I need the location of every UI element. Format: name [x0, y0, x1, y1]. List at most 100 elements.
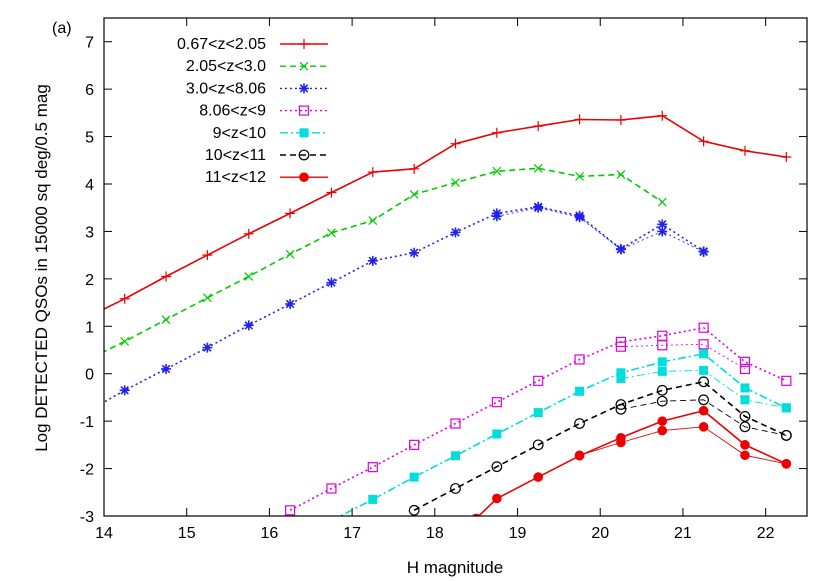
data-point	[740, 440, 750, 450]
legend-marker	[298, 105, 310, 116]
series-line-alt	[620, 399, 787, 436]
data-point	[574, 212, 585, 223]
data-point	[285, 208, 296, 219]
data-point	[657, 357, 667, 367]
data-point	[656, 384, 668, 396]
data-point	[492, 493, 502, 504]
data-point	[657, 226, 668, 237]
data-point	[244, 272, 254, 281]
data-point	[409, 163, 420, 174]
data-point	[409, 439, 420, 450]
data-point	[698, 405, 709, 416]
legend-entry-9-z-10: 9<z<10	[213, 125, 328, 142]
y-tick-label: 0	[85, 367, 94, 384]
data-point	[616, 368, 626, 378]
legend-label: 9<z<10	[213, 125, 266, 142]
plot-frame	[103, 17, 808, 517]
legend-label: 3.0<z<8.06	[186, 80, 266, 97]
data-point	[492, 166, 502, 176]
y-tick-label: 7	[85, 35, 94, 52]
x-tick-label: 19	[509, 525, 527, 542]
x-tick-label: 15	[178, 525, 196, 542]
data-point	[285, 298, 296, 309]
data-point	[368, 494, 378, 504]
data-point	[615, 403, 627, 415]
data-point	[202, 293, 212, 303]
data-point	[284, 505, 296, 516]
series-2-05-z-3-0	[79, 163, 667, 366]
data-point	[533, 408, 543, 418]
data-point	[699, 349, 709, 359]
x-tick-label: 14	[95, 525, 113, 542]
data-point	[740, 395, 750, 405]
data-point	[739, 356, 751, 367]
data-point	[409, 247, 420, 258]
x-axis-title: H magnitude	[407, 558, 503, 577]
data-point	[698, 246, 709, 257]
data-point	[616, 437, 626, 448]
y-axis-title: Log DETECTED QSOs in 15000 sq deg/0.5 ma…	[32, 84, 51, 452]
series-line	[289, 326, 787, 512]
data-point	[450, 227, 461, 238]
data-point	[657, 340, 668, 351]
series-10-z-11	[408, 376, 792, 516]
data-point	[451, 451, 460, 461]
y-tick-label: 1	[85, 319, 94, 336]
data-point	[450, 483, 461, 494]
x-tick-label: 17	[343, 525, 361, 542]
series-0-67-z-2-05	[104, 110, 792, 310]
legend-entry-11-z-12: 11<z<12	[205, 169, 328, 186]
x-axis: 14 15 16 17 18 19 20 21 22	[95, 18, 775, 542]
x-tick-label: 20	[591, 525, 609, 542]
series-line-alt	[620, 343, 746, 370]
series-line-alt	[620, 369, 787, 409]
data-point	[367, 462, 378, 473]
data-point	[491, 397, 502, 408]
data-point	[326, 483, 337, 494]
data-point	[409, 190, 419, 199]
series-3-0-z-8-06	[104, 201, 709, 404]
data-point	[532, 439, 544, 451]
data-point	[615, 341, 627, 352]
x-tick-label: 16	[261, 525, 279, 542]
data-point	[698, 322, 709, 333]
series-layer	[79, 110, 792, 516]
y-tick-label: 2	[85, 272, 94, 289]
data-point	[161, 271, 172, 282]
data-point	[79, 358, 87, 366]
y-tick-label: -1	[80, 414, 94, 431]
y-tick-label: 4	[85, 177, 94, 194]
series-8-06-z-9	[284, 322, 792, 516]
data-point	[616, 373, 626, 383]
y-tick-label: 6	[85, 82, 94, 99]
data-point	[739, 145, 750, 156]
data-point	[367, 167, 378, 178]
series-line	[104, 205, 705, 404]
legend-marker	[299, 172, 309, 182]
panel-label: (a)	[52, 20, 72, 37]
series-11-z-12	[472, 405, 792, 516]
legend-entry-2-05-z-3-0: 2.05<z<3.0	[186, 58, 328, 75]
data-point	[161, 315, 171, 325]
data-point	[491, 461, 503, 473]
legend-entry-0-67-z-2-05: 0.67<z<2.05	[177, 36, 328, 53]
series-9-z-10	[338, 349, 791, 516]
data-point	[409, 472, 419, 482]
data-point	[575, 386, 585, 396]
data-point	[574, 114, 585, 125]
data-point	[739, 363, 751, 375]
data-point	[656, 395, 668, 407]
legend-entry-8-06-z-9: 8.06<z<9	[199, 103, 328, 120]
data-point	[119, 385, 130, 396]
data-point	[533, 472, 544, 482]
x-tick-label: 18	[426, 525, 444, 542]
data-point	[367, 255, 378, 266]
data-point	[740, 383, 750, 393]
data-point	[326, 277, 337, 288]
data-point	[450, 418, 461, 429]
data-point	[698, 136, 709, 147]
data-point	[616, 170, 626, 179]
data-point	[368, 216, 378, 225]
data-point	[161, 363, 172, 374]
data-point	[120, 337, 130, 346]
